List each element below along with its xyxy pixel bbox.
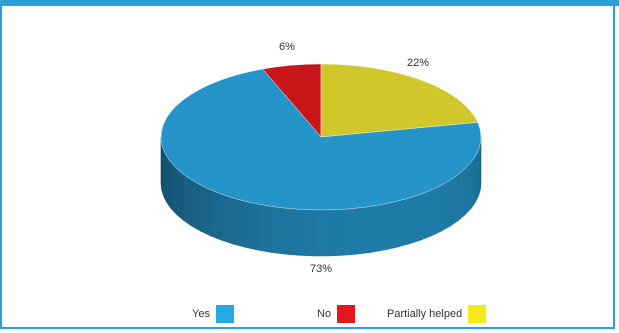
pie-side-yes — [244, 200, 259, 251]
pie-side-yes — [200, 184, 211, 237]
pie-side-yes — [356, 206, 371, 255]
legend-swatch-yes — [215, 305, 234, 323]
pie-side-yes — [210, 189, 222, 241]
pie-label-no: 6% — [279, 41, 295, 53]
pie-side-yes — [383, 200, 398, 251]
pie-side-yes — [170, 161, 178, 216]
chart-legend: Yes No Partially helped — [0, 304, 619, 328]
pie-side-walls — [160, 136, 482, 257]
pie-side-yes — [458, 168, 466, 222]
pie-side-yes — [470, 155, 476, 210]
pie-side-yes — [450, 173, 459, 227]
legend-label-yes: Yes — [192, 308, 210, 320]
pie-side-yes — [220, 193, 234, 245]
pie-side-yes — [183, 173, 192, 227]
pie-side-yes — [163, 149, 168, 203]
pie-side-yes — [299, 209, 315, 257]
legend-swatch-no — [337, 305, 356, 323]
pie-side-yes — [431, 184, 442, 237]
pie-side-yes — [166, 155, 172, 210]
pie-side-yes — [370, 203, 385, 253]
legend-label-no: No — [317, 308, 332, 320]
pie-slice-yes — [160, 68, 482, 211]
pie-side-yes — [191, 179, 201, 232]
legend-item-partially-helped: Partially helped — [387, 304, 487, 324]
pie-side-yes — [160, 136, 162, 190]
pie-side-yes — [232, 197, 246, 248]
pie-side-yes — [441, 179, 451, 232]
pie-label-yes: 73% — [310, 263, 332, 275]
legend-swatch-partially-helped — [468, 305, 487, 323]
pie-side-yes — [396, 197, 410, 248]
legend-item-no: No — [317, 304, 356, 324]
pie-side-yes — [408, 193, 422, 245]
pie-side-yes — [464, 161, 472, 216]
pie-side-yes — [257, 203, 272, 253]
pie-side-yes — [327, 209, 343, 257]
pie-side-yes — [342, 207, 357, 256]
pie-side-yes — [313, 209, 329, 257]
pie-side-yes — [474, 149, 479, 203]
pie-slice-partially-helped — [320, 63, 479, 138]
pie-side-yes — [176, 168, 184, 222]
legend-item-yes: Yes — [192, 304, 234, 324]
pie-side-yes — [285, 207, 300, 256]
legend-label-partially-helped: Partially helped — [387, 308, 463, 320]
pie-side-yes — [271, 206, 286, 255]
pie-label-partially-helped: 22% — [407, 57, 429, 69]
pie-side-yes — [420, 189, 432, 241]
pie-top — [160, 63, 482, 211]
